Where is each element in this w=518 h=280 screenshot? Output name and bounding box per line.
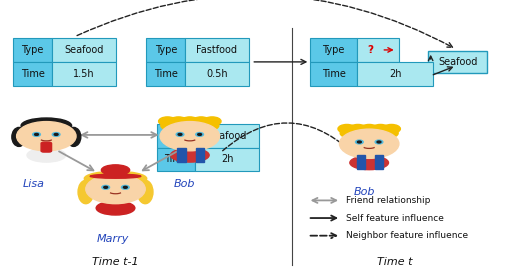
Text: Time: Time <box>164 155 188 164</box>
FancyBboxPatch shape <box>156 123 195 148</box>
Circle shape <box>121 185 129 189</box>
Text: Seafood: Seafood <box>64 45 104 55</box>
Circle shape <box>169 117 188 126</box>
Circle shape <box>123 186 127 188</box>
Text: Seafood: Seafood <box>208 130 247 141</box>
Text: ?: ? <box>368 45 373 55</box>
Circle shape <box>52 132 60 136</box>
Ellipse shape <box>90 174 141 178</box>
Text: Seafood: Seafood <box>438 57 477 67</box>
Circle shape <box>198 134 202 136</box>
FancyBboxPatch shape <box>146 38 185 62</box>
FancyBboxPatch shape <box>310 62 357 86</box>
Circle shape <box>102 185 110 189</box>
Text: 2h: 2h <box>389 69 401 79</box>
FancyBboxPatch shape <box>310 38 357 62</box>
FancyBboxPatch shape <box>195 123 259 148</box>
FancyBboxPatch shape <box>196 148 204 162</box>
Ellipse shape <box>12 127 26 146</box>
Text: Marry: Marry <box>97 234 129 244</box>
FancyBboxPatch shape <box>156 148 195 171</box>
Text: Bob: Bob <box>353 186 375 197</box>
Text: 0.5h: 0.5h <box>206 69 228 79</box>
Text: Time: Time <box>322 69 346 79</box>
Circle shape <box>33 132 40 136</box>
FancyBboxPatch shape <box>357 38 399 62</box>
Text: Fastfood: Fastfood <box>196 45 237 55</box>
Text: Type: Type <box>165 130 187 141</box>
FancyBboxPatch shape <box>428 51 487 73</box>
Text: Self feature influence: Self feature influence <box>346 214 444 223</box>
Text: Type: Type <box>21 45 44 55</box>
Ellipse shape <box>96 201 135 215</box>
Circle shape <box>338 125 356 133</box>
FancyBboxPatch shape <box>52 62 116 86</box>
Ellipse shape <box>21 118 71 133</box>
Text: Lisa: Lisa <box>22 179 45 189</box>
Text: Neighbor feature influence: Neighbor feature influence <box>346 231 468 240</box>
FancyBboxPatch shape <box>195 148 259 171</box>
Ellipse shape <box>27 148 66 162</box>
Circle shape <box>196 132 204 136</box>
Circle shape <box>86 174 145 204</box>
Circle shape <box>181 117 199 126</box>
Ellipse shape <box>78 180 94 204</box>
Circle shape <box>178 134 182 136</box>
Circle shape <box>203 117 221 126</box>
Ellipse shape <box>96 201 135 215</box>
Circle shape <box>383 125 400 133</box>
Text: Type: Type <box>154 45 177 55</box>
Ellipse shape <box>84 171 147 186</box>
FancyBboxPatch shape <box>177 148 185 162</box>
Circle shape <box>349 125 367 133</box>
FancyBboxPatch shape <box>52 38 116 62</box>
Ellipse shape <box>137 180 153 204</box>
Text: 1.5h: 1.5h <box>73 69 95 79</box>
Circle shape <box>339 129 399 158</box>
Text: Time: Time <box>21 69 45 79</box>
Ellipse shape <box>161 118 219 133</box>
Text: Friend relationship: Friend relationship <box>346 196 430 205</box>
Circle shape <box>35 134 38 136</box>
Text: Time t: Time t <box>377 257 412 267</box>
Ellipse shape <box>340 125 398 141</box>
Ellipse shape <box>102 165 130 175</box>
Ellipse shape <box>66 127 81 146</box>
Circle shape <box>159 117 177 126</box>
Text: Time: Time <box>154 69 178 79</box>
FancyBboxPatch shape <box>13 62 52 86</box>
FancyBboxPatch shape <box>185 38 249 62</box>
Circle shape <box>160 122 220 151</box>
Text: Time t-1: Time t-1 <box>92 257 139 267</box>
Ellipse shape <box>170 148 209 162</box>
Circle shape <box>192 117 210 126</box>
Circle shape <box>377 141 381 143</box>
FancyBboxPatch shape <box>357 155 365 169</box>
Circle shape <box>54 134 58 136</box>
Circle shape <box>355 140 363 144</box>
Circle shape <box>357 141 361 143</box>
Ellipse shape <box>350 156 388 170</box>
FancyBboxPatch shape <box>13 38 52 62</box>
Circle shape <box>371 125 390 133</box>
FancyBboxPatch shape <box>375 155 383 169</box>
FancyBboxPatch shape <box>185 62 249 86</box>
Circle shape <box>375 140 383 144</box>
Circle shape <box>104 186 108 188</box>
FancyBboxPatch shape <box>357 62 433 86</box>
Text: Type: Type <box>322 45 345 55</box>
FancyBboxPatch shape <box>41 142 52 152</box>
Text: 2h: 2h <box>221 155 234 164</box>
Circle shape <box>176 132 184 136</box>
FancyBboxPatch shape <box>146 62 185 86</box>
Circle shape <box>17 122 76 151</box>
Text: Bob: Bob <box>174 179 195 189</box>
Circle shape <box>360 125 378 133</box>
